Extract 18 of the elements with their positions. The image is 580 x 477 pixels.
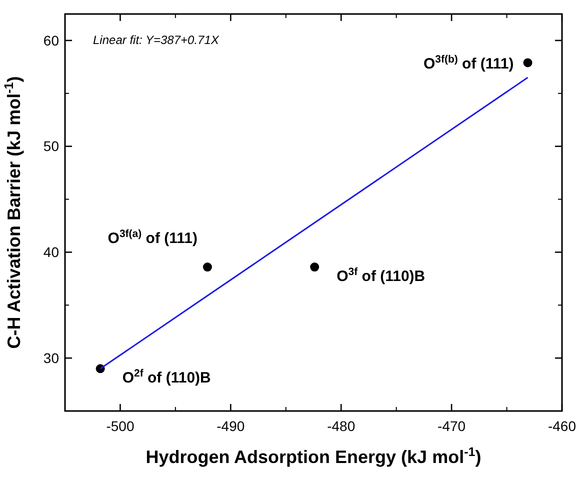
annotation: Linear fit: Y=387+0.71X <box>93 33 220 47</box>
x-tick-label: -500 <box>106 418 134 434</box>
x-tick-label: -490 <box>216 418 245 434</box>
point <box>202 262 212 272</box>
y-tick-label: 60 <box>43 32 60 48</box>
x-tick-label: -460 <box>548 418 576 434</box>
annotation: O$^{3f}$ of (110)B <box>336 266 426 286</box>
point <box>523 58 532 68</box>
x-axis-title: Hydrogen Adsorption Energy (kJ mol$^{-1}$) <box>146 445 482 467</box>
point <box>310 262 320 272</box>
x-tick-label: -480 <box>327 418 356 434</box>
y-tick-label: 50 <box>43 138 60 154</box>
y-tick-label: 40 <box>43 244 60 260</box>
annotation: O$^{2f}$ of (110)B <box>122 368 212 387</box>
annotation: O$^{3f(a)}$ of (111) <box>108 228 198 248</box>
annotation: O$^{3f(b)}$ of (111) <box>423 54 514 73</box>
x-tick-label: -470 <box>438 418 466 434</box>
y-tick-label: 30 <box>43 350 60 366</box>
